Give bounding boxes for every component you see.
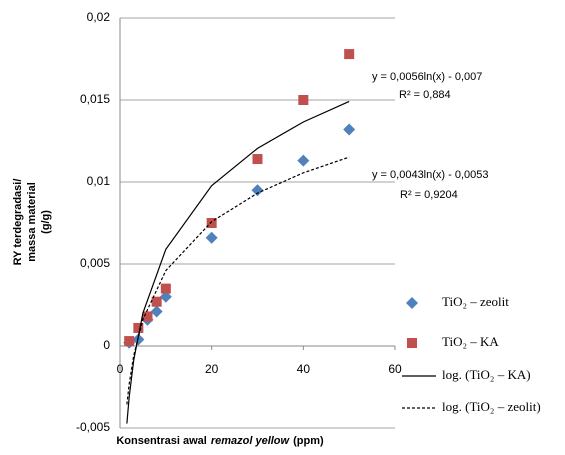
x-tick-label: 20 xyxy=(205,362,219,376)
x-axis-label: Konsentrasi awal remazol yellow (ppm) xyxy=(116,435,324,447)
marker xyxy=(251,184,264,197)
y-label-line: massa material xyxy=(26,182,38,262)
y-tick-label: 0,015 xyxy=(80,92,110,106)
x-label-part: remazol yellow xyxy=(211,435,291,447)
marker xyxy=(298,95,309,105)
marker xyxy=(206,218,217,228)
marker xyxy=(159,290,172,303)
x-tick-label: 40 xyxy=(297,362,311,376)
annotation: R² = 0,9204 xyxy=(400,189,458,201)
marker xyxy=(142,311,153,322)
marker xyxy=(133,322,144,333)
marker xyxy=(150,305,163,318)
marker xyxy=(344,49,355,60)
marker xyxy=(297,154,310,167)
x-label-part: (ppm) xyxy=(293,435,324,447)
trendline xyxy=(126,156,350,405)
legend-label: log. (TiO₂ – zeolit) xyxy=(442,399,541,414)
annotation: R² = 0,884 xyxy=(399,89,451,101)
legend-label: TiO₂ – zeolit xyxy=(442,294,509,309)
legend-label: log. (TiO₂ – KA) xyxy=(442,367,531,382)
y-tick-label: 0,02 xyxy=(87,10,111,24)
trendline xyxy=(126,100,350,424)
legend-label: TiO₂ – KA xyxy=(442,334,499,349)
y-axis-label: RY terdegradasi/ massa material (g/g) xyxy=(12,179,52,266)
marker xyxy=(205,231,218,244)
annotation: y = 0,0043ln(x) - 0,0053 xyxy=(372,169,489,181)
legend-key xyxy=(407,338,417,348)
y-tick-label: -0,005 xyxy=(76,420,110,434)
marker xyxy=(343,123,356,136)
y-tick-label: 0,005 xyxy=(80,256,110,270)
y-label-line: RY terdegradasi/ xyxy=(12,179,24,266)
marker xyxy=(151,296,162,307)
legend-key xyxy=(406,297,418,309)
y-tick-label: 0,01 xyxy=(87,174,111,188)
marker xyxy=(124,336,135,347)
marker xyxy=(252,154,263,165)
y-tick-label: 0 xyxy=(103,338,110,352)
x-label-part: Konsentrasi awal xyxy=(116,435,206,447)
marker xyxy=(160,283,171,294)
y-label-line: (g/g) xyxy=(40,210,52,234)
x-tick-label: 0 xyxy=(117,362,124,376)
annotation: y = 0,0056ln(x) - 0,007 xyxy=(372,71,482,83)
x-tick-label: 60 xyxy=(388,362,402,376)
